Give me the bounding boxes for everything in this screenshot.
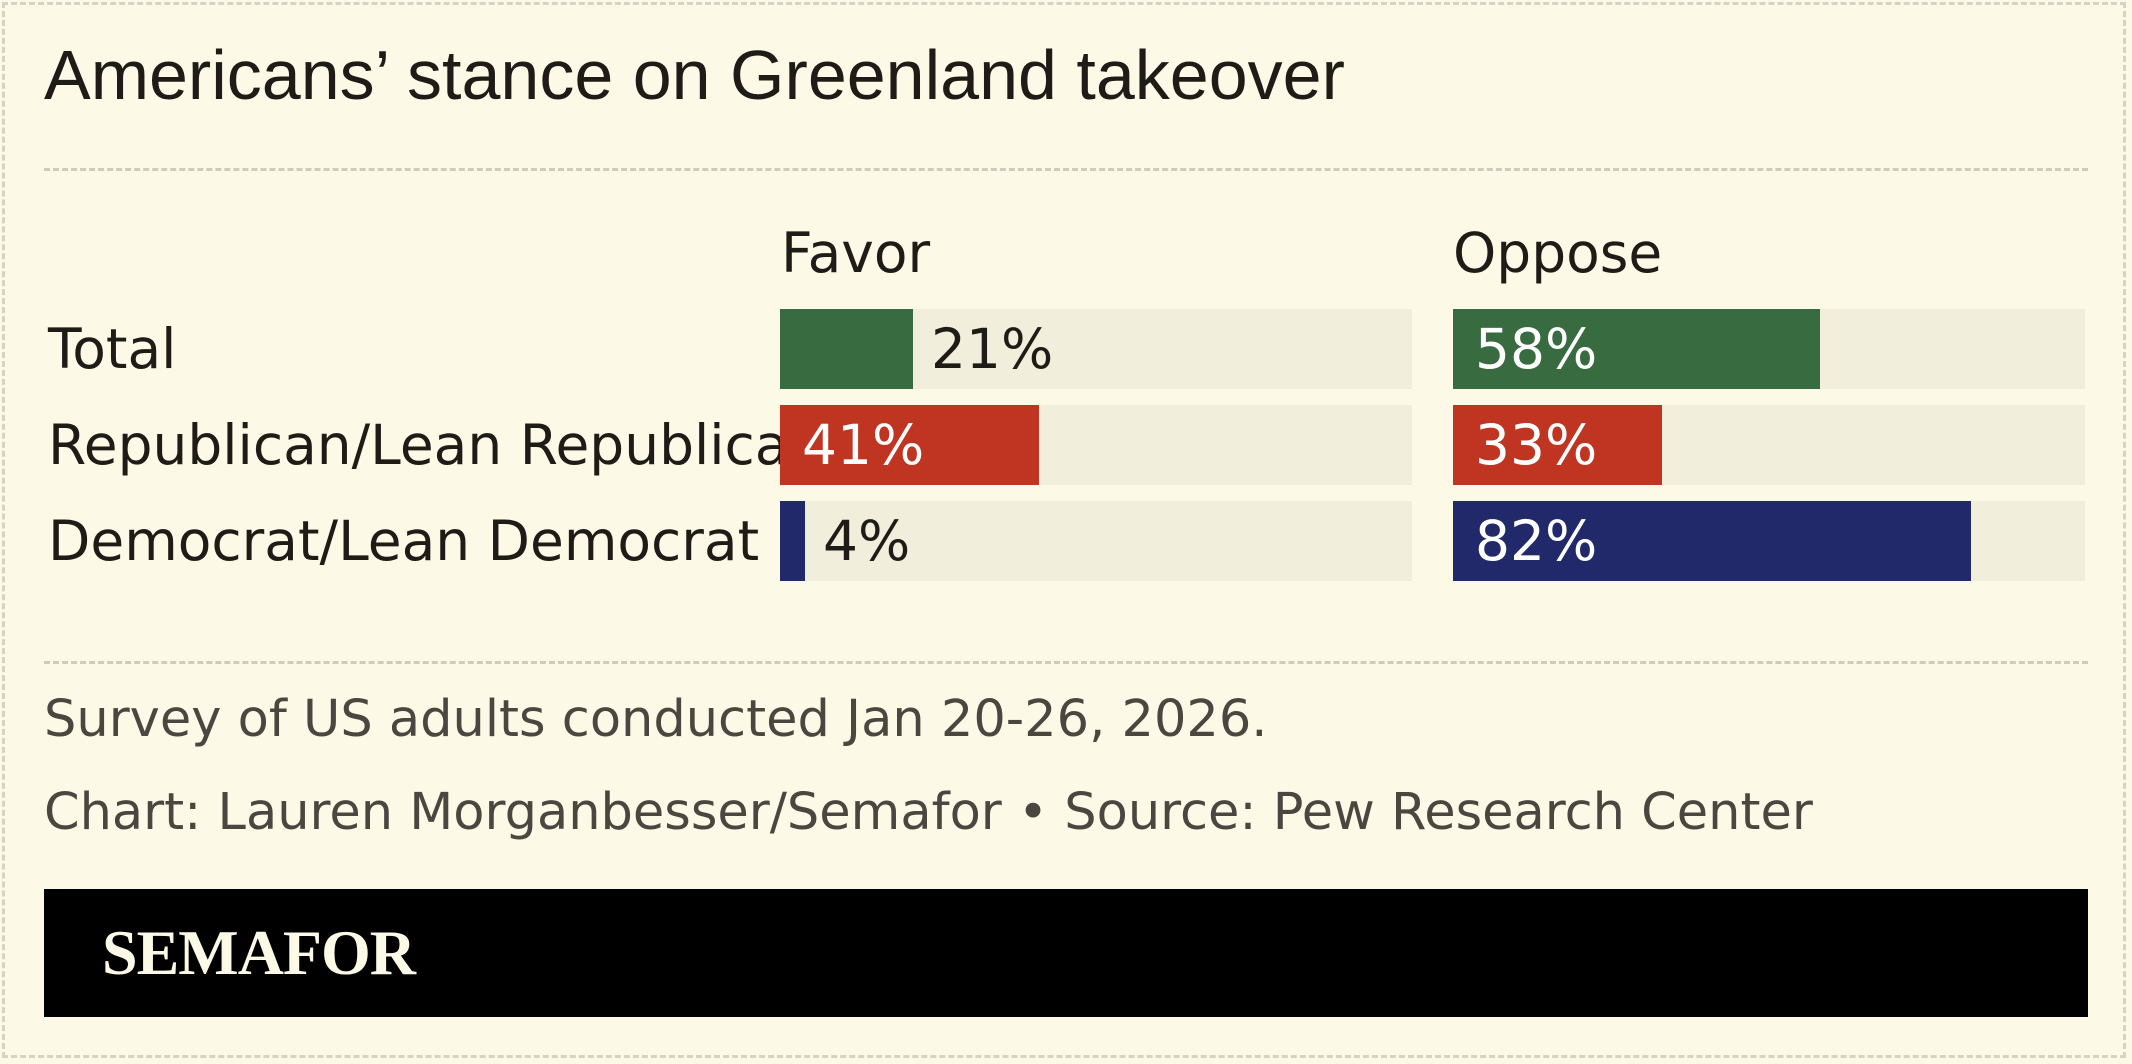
title-divider (44, 168, 2088, 171)
credit-note: Chart: Lauren Morganbesser/Semafor • Sou… (44, 783, 1813, 842)
footer-bar: SEMAFOR (44, 889, 2088, 1017)
row-label: Total (48, 317, 177, 381)
bar-track-oppose: 58% (1453, 309, 2085, 389)
bar-track-favor: 21% (780, 309, 1412, 389)
value-label: 41% (802, 413, 925, 477)
bar-track-oppose: 82% (1453, 501, 2085, 581)
semafor-logo: SEMAFOR (102, 917, 416, 988)
column-header-favor: Favor (781, 221, 931, 285)
column-header-oppose: Oppose (1453, 221, 1663, 285)
row-label: Republican/Lean Republican (48, 413, 824, 477)
bar-favor (780, 405, 1039, 485)
value-label: 33% (1475, 413, 1598, 477)
survey-note: Survey of US adults conducted Jan 20-26,… (44, 690, 1268, 749)
bar-favor (780, 309, 913, 389)
bar-track-oppose: 33% (1453, 405, 2085, 485)
value-label: 4% (823, 509, 911, 573)
bar-oppose (1453, 405, 1662, 485)
bar-oppose (1453, 501, 1971, 581)
value-label: 82% (1475, 509, 1598, 573)
bar-track-favor: 4% (780, 501, 1412, 581)
bar-oppose (1453, 309, 1820, 389)
chart-title: Americans’ stance on Greenland takeover (44, 36, 1345, 114)
value-label: 58% (1475, 317, 1598, 381)
notes-divider (44, 661, 2088, 664)
bar-track-favor: 41% (780, 405, 1412, 485)
value-label: 21% (931, 317, 1054, 381)
bar-favor (780, 501, 805, 581)
row-label: Democrat/Lean Democrat (48, 509, 760, 573)
